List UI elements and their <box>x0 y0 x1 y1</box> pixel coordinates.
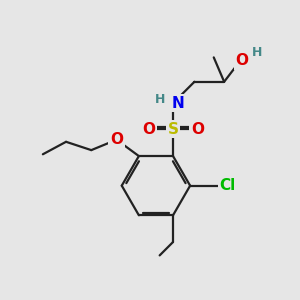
Text: Cl: Cl <box>220 178 236 193</box>
Text: O: O <box>142 122 155 137</box>
Text: S: S <box>167 122 178 137</box>
Text: H: H <box>252 46 262 59</box>
Text: N: N <box>172 96 185 111</box>
Text: H: H <box>154 93 165 106</box>
Text: O: O <box>110 132 123 147</box>
Text: O: O <box>236 53 248 68</box>
Text: O: O <box>191 122 204 137</box>
